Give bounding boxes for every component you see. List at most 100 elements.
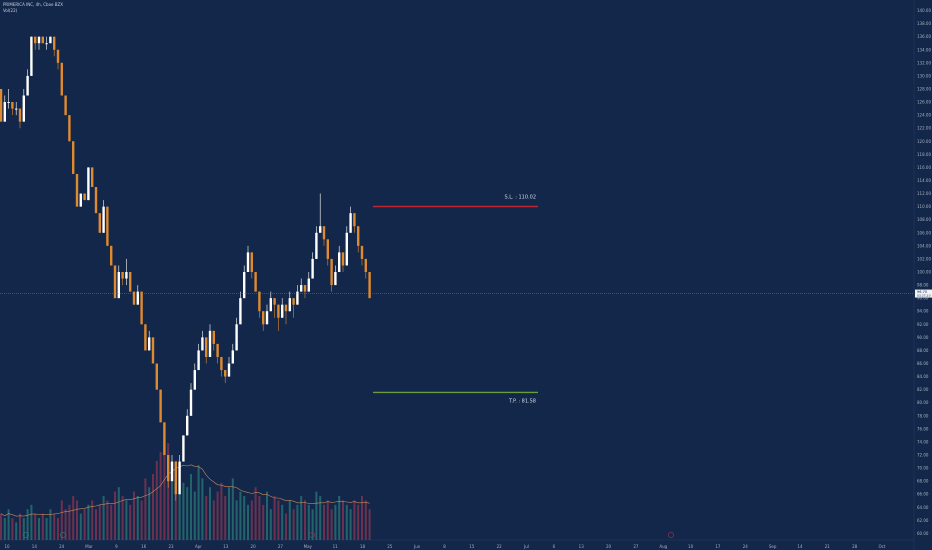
candle-body	[79, 193, 82, 207]
volume-bar	[269, 509, 272, 540]
candle-body	[125, 272, 128, 279]
candle-body	[140, 291, 143, 325]
volume-bar	[235, 500, 238, 540]
candle-body	[94, 187, 98, 214]
candle-body	[56, 49, 60, 63]
candle-body	[91, 167, 94, 188]
candle-body	[26, 75, 29, 96]
y-tick-label: 140.00	[917, 8, 931, 13]
y-tick-label: 102.00	[917, 256, 931, 261]
volume-bar	[342, 500, 344, 540]
candle-body	[360, 245, 364, 259]
volume-bar	[304, 500, 306, 540]
volume-bar	[68, 504, 71, 540]
candle-body	[227, 363, 231, 377]
candle-body	[208, 330, 212, 357]
x-tick-label: Oct	[879, 544, 886, 549]
x-tick-label: 17	[715, 544, 721, 549]
y-tick-label: 114.00	[917, 178, 931, 183]
x-tick-label: 24	[743, 544, 749, 549]
volume-bar	[133, 491, 135, 540]
candle-body	[311, 258, 314, 279]
x-tick-label: 13	[579, 544, 585, 549]
volume-bar	[11, 518, 14, 540]
x-tick-label: Sep	[769, 544, 777, 549]
y-tick-label: 134.00	[917, 47, 931, 52]
y-tick-label: 66.00	[917, 492, 929, 497]
candle-body	[186, 415, 189, 436]
y-tick-label: 88.00	[917, 348, 929, 353]
volume-bar	[285, 513, 287, 540]
candle-body	[45, 43, 48, 45]
x-tick-label: Jun	[413, 544, 421, 549]
candle-body	[212, 330, 215, 344]
candle-body	[231, 350, 234, 364]
volume-bar	[209, 487, 211, 540]
volume-bar	[250, 500, 253, 540]
volume-bar	[152, 474, 154, 540]
volume-bar	[7, 509, 10, 540]
y-tick-label: 130.00	[917, 73, 931, 78]
y-tick-label: 108.00	[917, 217, 931, 222]
candle-body	[353, 213, 356, 227]
earnings-event-icon	[668, 532, 674, 538]
volume-bar	[22, 518, 25, 540]
y-tick-label: 78.00	[917, 413, 929, 418]
volume-bar	[300, 496, 303, 540]
candle-body	[83, 193, 86, 201]
candle-body	[167, 455, 170, 482]
candle-body	[262, 311, 265, 325]
candle-body	[11, 102, 14, 109]
candle-body	[296, 291, 299, 305]
candle-body	[220, 356, 223, 371]
volume-bar	[155, 460, 158, 540]
y-tick-label: 74.00	[917, 439, 929, 444]
volume-bar	[98, 504, 101, 540]
volume-bar	[224, 496, 227, 540]
current-price-countdown: 03:27:10	[917, 294, 931, 298]
candle-body	[281, 304, 284, 318]
volume-bar	[167, 443, 170, 540]
volume-bar	[3, 518, 6, 540]
volume-bar	[220, 482, 223, 540]
x-tick-label: 11	[333, 544, 339, 549]
candle-body	[87, 167, 90, 201]
y-tick-label: 112.00	[917, 191, 931, 196]
x-tick-label: 28	[852, 544, 858, 549]
candle-body	[364, 258, 367, 272]
stop-loss-label: S.L. : 110.02	[505, 195, 537, 201]
volume-bar	[53, 513, 56, 540]
volume-bar	[216, 491, 219, 540]
volume-bar	[57, 518, 59, 540]
volume-bar	[326, 500, 329, 540]
x-tick-label: 9	[115, 544, 118, 549]
candle-body	[129, 272, 132, 292]
volume-bar	[182, 482, 185, 540]
volume-bar	[110, 504, 113, 540]
y-tick-label: 126.00	[917, 100, 931, 105]
candle-body	[75, 173, 79, 207]
candle-body	[243, 272, 246, 299]
candle-body	[300, 285, 303, 292]
volume-bar	[266, 491, 268, 540]
y-tick-label: 104.00	[917, 243, 931, 248]
volume-bar	[106, 500, 109, 540]
candle-body	[53, 36, 56, 50]
volume-bar	[41, 513, 44, 540]
volume-bar	[129, 504, 132, 540]
y-tick-label: 76.00	[917, 426, 929, 431]
candle-body	[15, 108, 18, 110]
x-tick-label: Apr	[195, 544, 202, 549]
volume-bar	[277, 500, 280, 540]
volume-bar	[228, 487, 230, 540]
candle-body	[349, 213, 352, 233]
candle-body	[3, 102, 6, 122]
y-tick-label: 138.00	[917, 21, 931, 26]
y-tick-label: 84.00	[917, 374, 929, 379]
volume-bar	[15, 522, 18, 540]
volume-bar	[79, 513, 82, 540]
candle-body	[250, 252, 253, 272]
candle-body	[284, 304, 288, 312]
